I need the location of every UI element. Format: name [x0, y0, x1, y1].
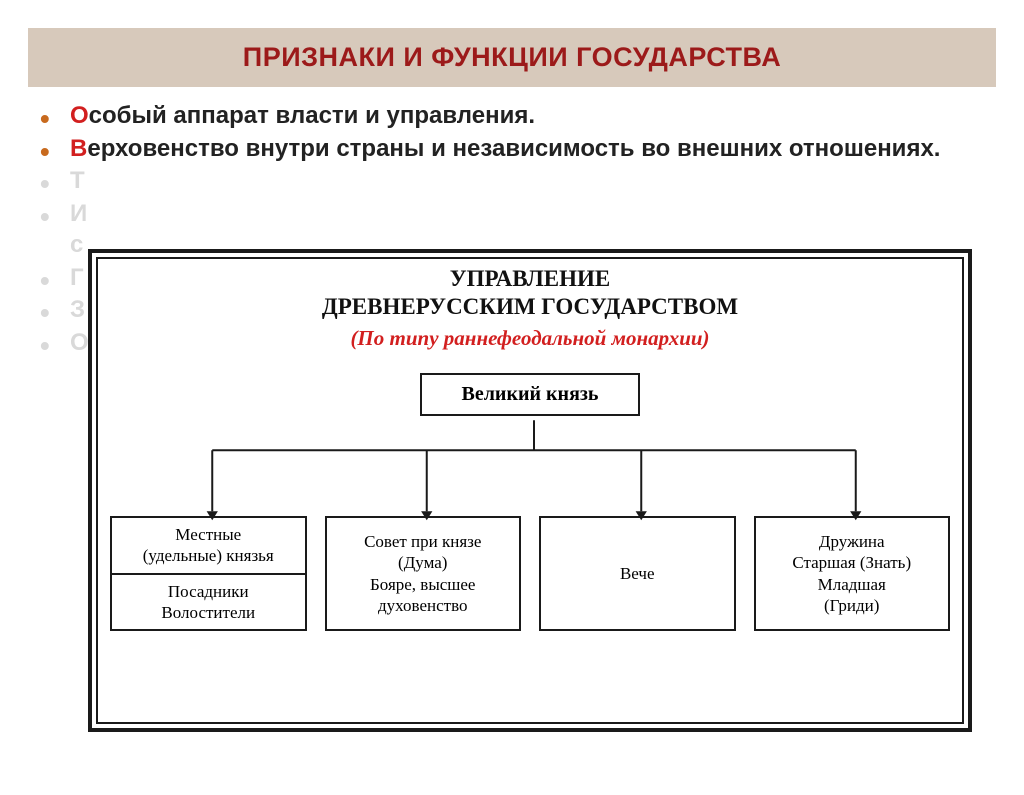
- root-node: Великий князь: [420, 373, 640, 416]
- diagram-title: УПРАВЛЕНИЕ ДРЕВНЕРУССКИМ ГОСУДАРСТВОМ: [110, 265, 950, 320]
- child-node: ДружинаСтаршая (Знать)Младшая(Гриди): [754, 516, 951, 631]
- diagram-title-line2: ДРЕВНЕРУССКИМ ГОСУДАРСТВОМ: [322, 294, 738, 319]
- child-node-text: ПосадникиВолостители: [161, 581, 255, 624]
- diagram-title-line1: УПРАВЛЕНИЕ: [450, 266, 611, 291]
- child-node: Совет при князе(Дума)Бояре, высшеедухове…: [325, 516, 522, 631]
- child-node: ПосадникиВолостители: [110, 573, 307, 632]
- bullet-first-letter: Г: [70, 264, 84, 291]
- bullet-first-letter: И: [70, 200, 87, 227]
- bullet-item: Верховенство внутри страны и независимос…: [70, 134, 996, 165]
- child-row: Местные(удельные) князья ПосадникиВолост…: [110, 516, 950, 631]
- child-node: Местные(удельные) князья: [110, 516, 307, 573]
- diagram-subtitle: (По типу раннефеодальной монархии): [110, 326, 950, 351]
- diagram-panel: УПРАВЛЕНИЕ ДРЕВНЕРУССКИМ ГОСУДАРСТВОМ (П…: [88, 249, 972, 732]
- root-node-label: Великий князь: [461, 383, 598, 405]
- bullet-item: Особый аппарат власти и управления.: [70, 101, 996, 132]
- page-title-bar: ПРИЗНАКИ И ФУНКЦИИ ГОСУДАРСТВА: [28, 28, 996, 87]
- child-node: Вече: [539, 516, 736, 631]
- child-column: ДружинаСтаршая (Знать)Младшая(Гриди): [754, 516, 951, 631]
- child-node-text: Местные(удельные) князья: [143, 524, 274, 567]
- connector-svg: [92, 253, 968, 728]
- child-node-text: Совет при князе(Дума)Бояре, высшеедухове…: [364, 531, 481, 616]
- child-node-text: ДружинаСтаршая (Знать)Младшая(Гриди): [792, 531, 911, 616]
- child-node-text: Вече: [620, 563, 655, 584]
- bullet-first-letter: О: [70, 102, 89, 129]
- bullet-first-letter: З: [70, 296, 85, 323]
- child-column: Вече: [539, 516, 736, 631]
- child-column: Совет при князе(Дума)Бояре, высшеедухове…: [325, 516, 522, 631]
- bullet-first-letter: О: [70, 329, 89, 356]
- bullet-rest: ерховенство внутри страны и независимост…: [87, 135, 940, 162]
- page-title-text: ПРИЗНАКИ И ФУНКЦИИ ГОСУДАРСТВА: [243, 42, 781, 72]
- bullet-rest: собый аппарат власти и управления.: [89, 102, 535, 129]
- child-column: Местные(удельные) князья ПосадникиВолост…: [110, 516, 307, 631]
- bullet-item: Т: [70, 166, 996, 197]
- bullet-first-letter: Т: [70, 167, 85, 194]
- bullet-continuation: с: [70, 231, 83, 258]
- bullet-first-letter: В: [70, 135, 87, 162]
